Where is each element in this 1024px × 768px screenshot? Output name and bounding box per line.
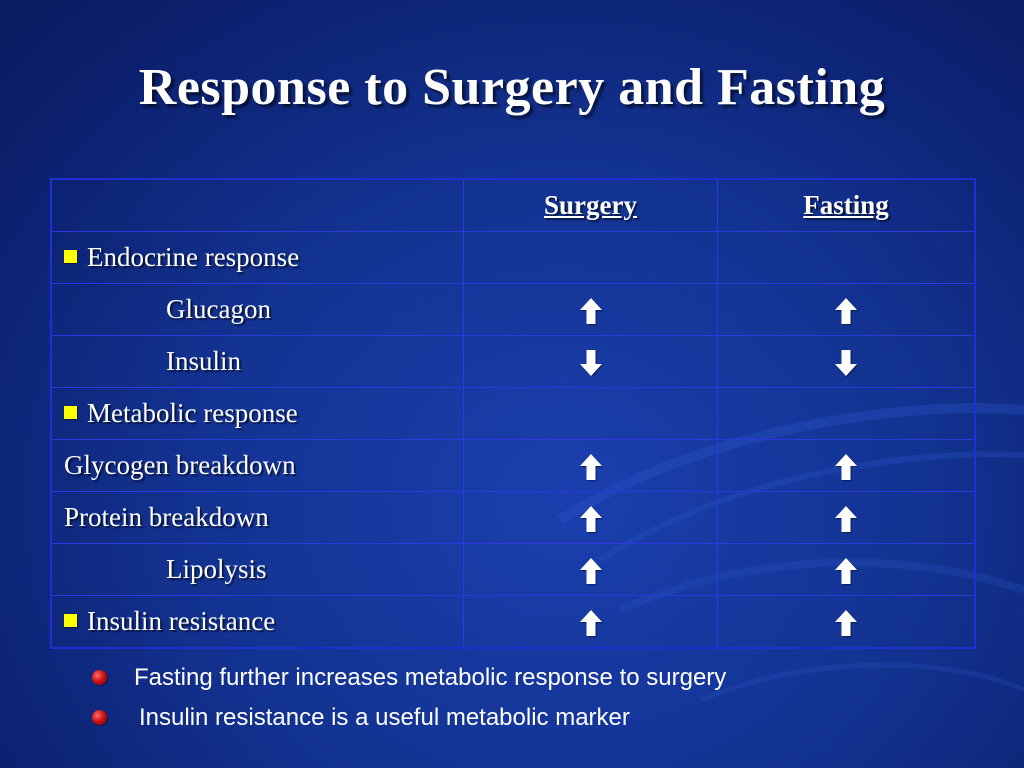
row-label-cell: Glycogen breakdown [50, 439, 464, 492]
table-row: Protein breakdown [50, 491, 976, 544]
square-bullet-icon [64, 614, 77, 627]
table-row: Glucagon [50, 283, 976, 336]
up-arrow-icon [834, 606, 858, 637]
down-arrow-icon [579, 346, 603, 377]
table-row: Lipolysis [50, 543, 976, 596]
bullet-item: Fasting further increases metabolic resp… [90, 662, 990, 702]
table-header-row: Surgery Fasting [50, 178, 976, 232]
table-row: Insulin resistance [50, 595, 976, 649]
surgery-cell [463, 491, 718, 544]
surgery-cell [463, 231, 718, 284]
row-label-cell: Insulin [50, 335, 464, 388]
surgery-cell [463, 283, 718, 336]
row-label: Glucagon [166, 294, 271, 324]
row-label-cell: Protein breakdown [50, 491, 464, 544]
table-row: Insulin [50, 335, 976, 388]
row-label: Lipolysis [166, 554, 267, 584]
up-arrow-icon [834, 502, 858, 533]
up-arrow-icon [579, 294, 603, 325]
bullet-list: Fasting further increases metabolic resp… [90, 662, 990, 742]
table-row: Endocrine response [50, 231, 976, 284]
table-row: Metabolic response [50, 387, 976, 440]
row-label-cell: Endocrine response [50, 231, 464, 284]
header-surgery: Surgery [463, 178, 718, 232]
row-label: Glycogen breakdown [64, 450, 296, 480]
fasting-cell [717, 439, 976, 492]
surgery-cell [463, 387, 718, 440]
red-bullet-icon [92, 710, 107, 725]
fasting-cell [717, 283, 976, 336]
row-label-cell: Metabolic response [50, 387, 464, 440]
surgery-cell [463, 595, 718, 649]
row-label: Endocrine response [87, 242, 300, 272]
slide-title: Response to Surgery and Fasting [138, 59, 886, 116]
header-fasting: Fasting [717, 178, 976, 232]
bullet-text: Insulin resistance is a useful metabolic… [139, 704, 630, 731]
fasting-cell [717, 231, 976, 284]
surgery-cell [463, 543, 718, 596]
up-arrow-icon [579, 450, 603, 481]
row-label-cell: Glucagon [50, 283, 464, 336]
fasting-cell [717, 491, 976, 544]
fasting-cell [717, 335, 976, 388]
up-arrow-icon [579, 554, 603, 585]
red-bullet-icon [92, 670, 107, 685]
up-arrow-icon [834, 294, 858, 325]
up-arrow-icon [834, 450, 858, 481]
row-label: Insulin resistance [87, 606, 276, 636]
surgery-cell [463, 439, 718, 492]
fasting-cell [717, 543, 976, 596]
bullet-item: Insulin resistance is a useful metabolic… [90, 702, 990, 742]
row-label: Insulin [166, 346, 242, 376]
fasting-cell [717, 595, 976, 649]
fasting-cell [717, 387, 976, 440]
bullet-text: Fasting further increases metabolic resp… [134, 664, 727, 691]
down-arrow-icon [834, 346, 858, 377]
up-arrow-icon [579, 606, 603, 637]
row-label-cell: Lipolysis [50, 543, 464, 596]
table-row: Glycogen breakdown [50, 439, 976, 492]
header-cell-empty [50, 178, 464, 232]
comparison-table: Surgery Fasting Endocrine response Glucag… [50, 178, 976, 649]
square-bullet-icon [64, 406, 77, 419]
surgery-cell [463, 335, 718, 388]
row-label-cell: Insulin resistance [50, 595, 464, 649]
up-arrow-icon [579, 502, 603, 533]
up-arrow-icon [834, 554, 858, 585]
square-bullet-icon [64, 250, 77, 263]
row-label: Metabolic response [87, 398, 298, 428]
row-label: Protein breakdown [64, 502, 269, 532]
